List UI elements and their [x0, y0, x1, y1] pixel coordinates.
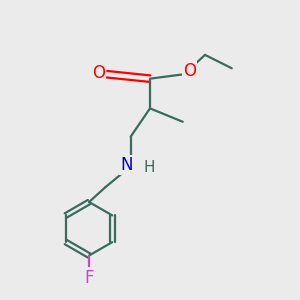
Text: O: O [92, 64, 105, 82]
Text: N: N [120, 156, 133, 174]
Text: F: F [84, 268, 94, 286]
Text: O: O [183, 61, 196, 80]
Text: H: H [143, 160, 155, 175]
